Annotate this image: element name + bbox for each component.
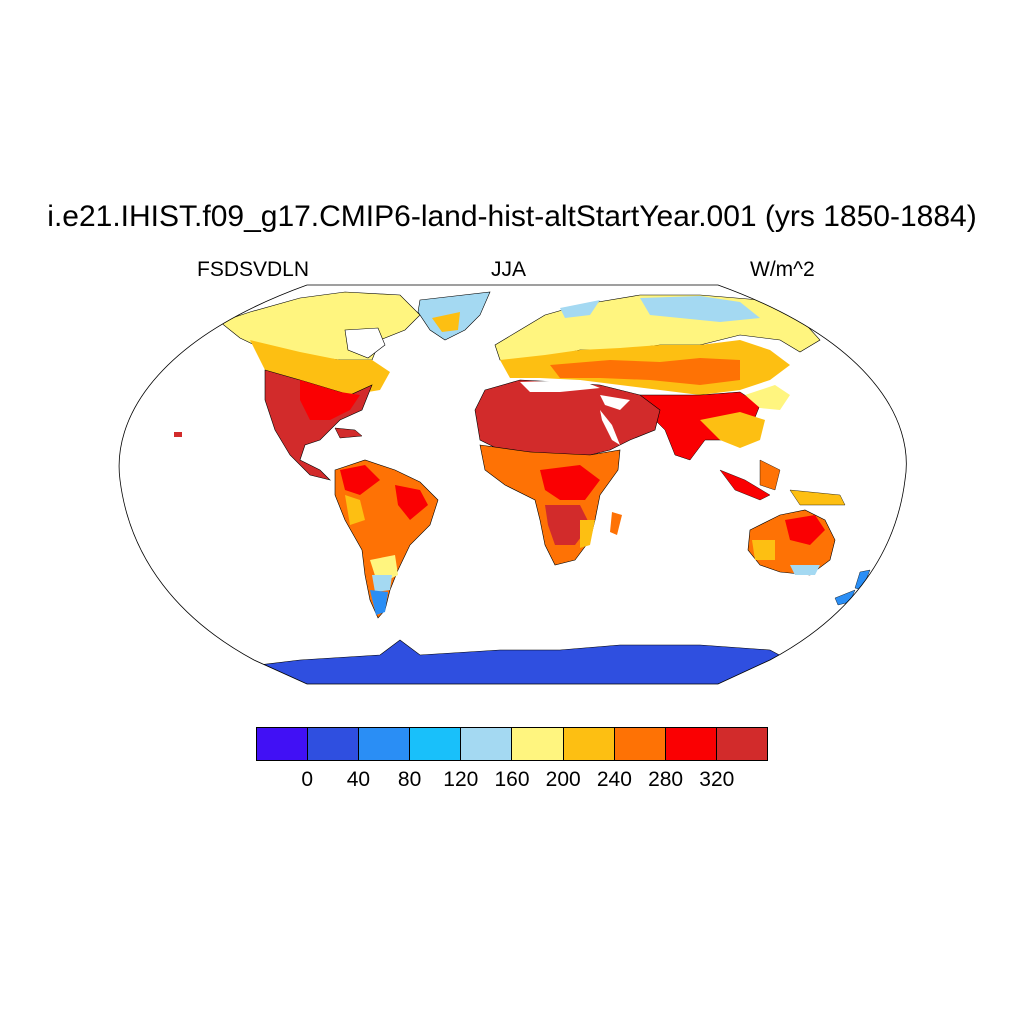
colorbar-box bbox=[257, 728, 309, 760]
variable-label: FSDSVDLN bbox=[197, 258, 310, 281]
colorbar-tick-label: 280 bbox=[648, 768, 684, 791]
colorbar-box bbox=[461, 728, 513, 760]
colorbar-box bbox=[410, 728, 462, 760]
asia-south bbox=[639, 391, 761, 461]
globe-outline bbox=[118, 284, 907, 685]
north-america-east bbox=[300, 380, 360, 420]
colorbar-box bbox=[614, 728, 666, 760]
north-america-north bbox=[219, 291, 421, 361]
colorbar-tick-label: 40 bbox=[346, 768, 371, 791]
units-label: W/m^2 bbox=[750, 258, 815, 281]
antarctica bbox=[249, 639, 801, 684]
colorbar-box bbox=[308, 728, 360, 760]
colorbar-box bbox=[512, 728, 564, 760]
colorbar bbox=[256, 727, 768, 761]
colorbar-box bbox=[716, 728, 767, 760]
colorbar-tick-label: 200 bbox=[545, 768, 581, 791]
map-title: i.e21.IHIST.f09_g17.CMIP6-land-hist-altS… bbox=[47, 200, 977, 233]
colorbar-tick-label: 80 bbox=[397, 768, 422, 791]
colorbar-tick-label: 240 bbox=[596, 768, 632, 791]
colorbar-tick-label: 160 bbox=[494, 768, 530, 791]
colorbar-box bbox=[563, 728, 615, 760]
colorbar-box bbox=[359, 728, 411, 760]
colorbar-tick-label: 120 bbox=[443, 768, 479, 791]
colorbar-tick-label: 320 bbox=[699, 768, 735, 791]
north-america-mid bbox=[250, 340, 390, 395]
season-label: JJA bbox=[491, 258, 527, 281]
colorbar-box bbox=[665, 728, 717, 760]
colorbar-tick-label: 0 bbox=[301, 768, 314, 791]
